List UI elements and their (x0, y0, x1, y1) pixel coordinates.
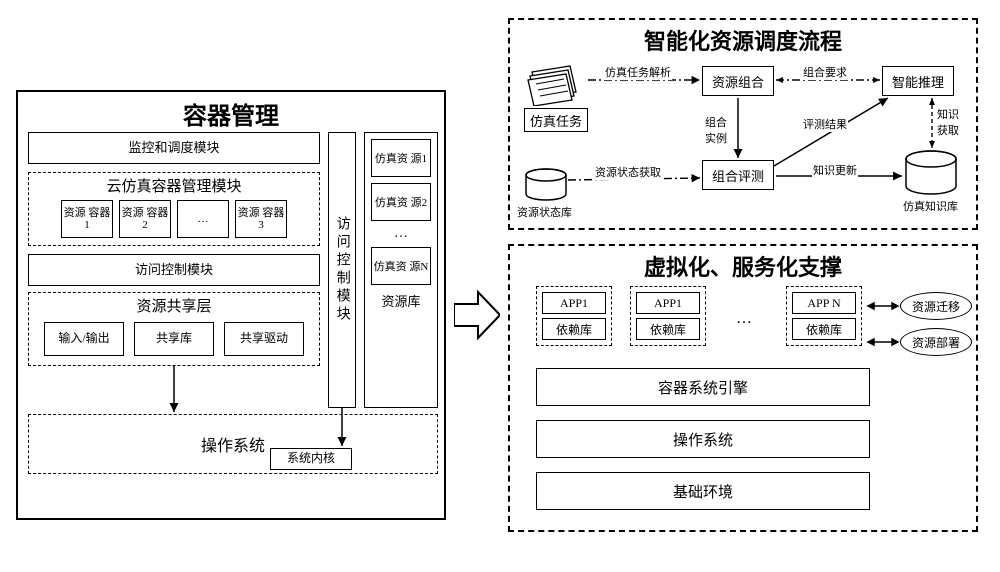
edge-combo-req: 组合要求 (802, 64, 848, 80)
app-group-2: APP1 依赖库 (630, 286, 706, 346)
app2-label: APP1 (636, 292, 700, 314)
edge-k-get: 知识 获取 (936, 106, 960, 138)
resource-repo-caption: 资源库 (381, 291, 420, 310)
sim-res-n: 仿真资 源N (371, 247, 431, 285)
task-doc-icon (526, 62, 582, 106)
res-migrate-oval: 资源迁移 (900, 292, 972, 320)
big-arrow-icon (454, 290, 500, 340)
cloud-container-module: 云仿真容器管理模块 资源 容器1 资源 容器2 … 资源 容器3 (28, 172, 320, 246)
appn-dep: 依赖库 (792, 318, 856, 340)
virtualization-panel: 虚拟化、服务化支撑 APP1 依赖库 APP1 依赖库 … APP N 依赖库 … (508, 244, 978, 532)
sim-res-ellipsis: … (394, 227, 408, 241)
edge-combo-inst: 组合 实例 (704, 114, 728, 146)
cloud-container-label: 云仿真容器管理模块 (29, 175, 319, 196)
container-mgmt-panel: 容器管理 监控和调度模块 云仿真容器管理模块 资源 容器1 资源 容器2 … 资… (16, 90, 446, 520)
kernel-box: 系统内核 (270, 448, 352, 470)
app1-dep: 依赖库 (542, 318, 606, 340)
app1-label: APP1 (542, 292, 606, 314)
sim-res-1: 仿真资 源1 (371, 139, 431, 177)
res-container-3: 资源 容器3 (235, 200, 287, 238)
res-container-1: 资源 容器1 (61, 200, 113, 238)
res-container-ellipsis: … (177, 200, 229, 238)
container-mgmt-title: 容器管理 (18, 96, 444, 131)
app-group-1: APP1 依赖库 (536, 286, 612, 346)
state-db-label: 资源状态库 (516, 204, 573, 220)
share-layer-label: 资源共享层 (29, 295, 319, 316)
apps-ellipsis: … (736, 310, 752, 328)
access-control-module: 访问控制模块 (28, 254, 320, 286)
shared-driver-box: 共享驱动 (224, 322, 304, 356)
combo-eval-box: 组合评测 (702, 160, 774, 190)
resource-share-layer: 资源共享层 输入/输出 共享库 共享驱动 (28, 292, 320, 366)
monitor-module: 监控和调度模块 (28, 132, 320, 164)
scheduling-flow-title: 智能化资源调度流程 (510, 24, 976, 56)
knowledge-db-label: 仿真知识库 (902, 198, 959, 214)
res-container-2: 资源 容器2 (119, 200, 171, 238)
state-db-icon (524, 168, 568, 202)
scheduling-flow-panel: 智能化资源调度流程 仿真任务 资源组合 智能推理 组合评测 资源状态库 仿真知识… (508, 18, 978, 230)
edge-eval-result: 评测结果 (802, 116, 848, 132)
resource-repo: 仿真资 源1 仿真资 源2 … 仿真资 源N 资源库 (364, 132, 438, 408)
os-box: 操作系统 (28, 414, 438, 474)
app2-dep: 依赖库 (636, 318, 700, 340)
smart-inference-box: 智能推理 (882, 66, 954, 96)
shared-lib-box: 共享库 (134, 322, 214, 356)
app-group-n: APP N 依赖库 (786, 286, 862, 346)
resource-combo-box: 资源组合 (702, 66, 774, 96)
edge-task-parse: 仿真任务解析 (604, 64, 672, 80)
engine-box: 容器系统引擎 (536, 368, 870, 406)
appn-label: APP N (792, 292, 856, 314)
task-box: 仿真任务 (524, 108, 588, 132)
os-box-br: 操作系统 (536, 420, 870, 458)
knowledge-db-icon (904, 150, 958, 196)
base-env-box: 基础环境 (536, 472, 870, 510)
io-box: 输入/输出 (44, 322, 124, 356)
edge-get-state: 资源状态获取 (594, 164, 662, 180)
access-module-vertical: 访问控制模块 (328, 132, 356, 408)
sim-res-2: 仿真资 源2 (371, 183, 431, 221)
res-deploy-oval: 资源部署 (900, 328, 972, 356)
edge-k-update: 知识更新 (812, 162, 858, 178)
virtualization-title: 虚拟化、服务化支撑 (510, 250, 976, 282)
